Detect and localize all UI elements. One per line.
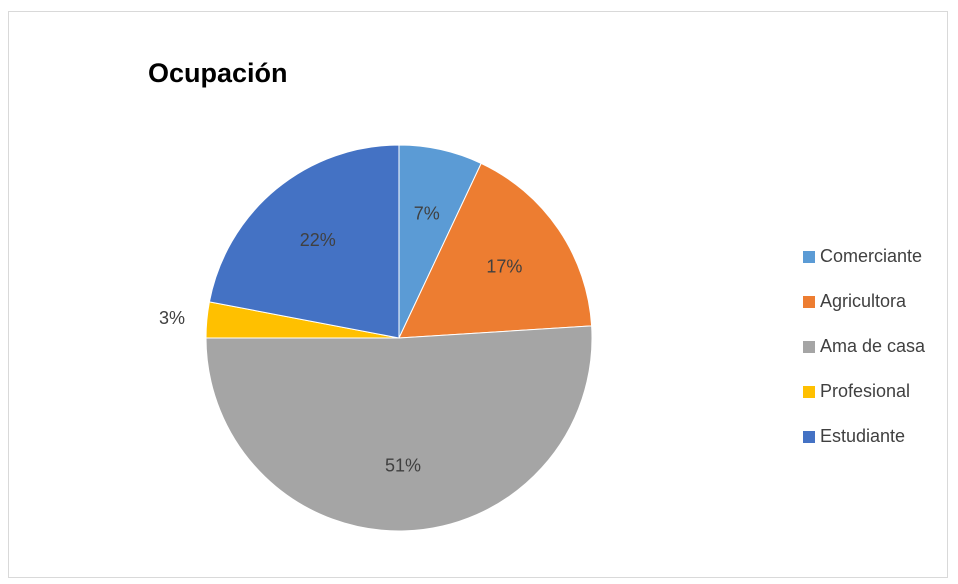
legend-label-comerciante: Comerciante <box>820 246 923 266</box>
pie-slice-estudiante <box>208 144 400 339</box>
legend-label-estudiante: Estudiante <box>820 426 906 446</box>
data-label-ama-de-casa: 51% <box>385 455 421 475</box>
legend-item-estudiante: Estudiante <box>803 414 953 459</box>
legend-swatch-comerciante <box>803 250 815 263</box>
legend: Comerciante Agricultora Ama de casa Prof… <box>803 234 953 459</box>
legend-item-profesional: Profesional <box>803 369 953 414</box>
legend-item-ama-de-casa: Ama de casa <box>803 324 953 369</box>
data-label-agricultora: 17% <box>486 256 522 276</box>
data-label-comerciante: 7% <box>414 204 440 224</box>
pie-slice-ama-de-casa <box>205 325 593 532</box>
legend-item-comerciante: Comerciante <box>803 234 953 279</box>
pie-slice-agricultora <box>398 162 593 339</box>
legend-label-ama-de-casa: Ama de casa <box>820 336 926 356</box>
data-label-profesional: 3% <box>159 308 185 328</box>
legend-item-agricultora: Agricultora <box>803 279 953 324</box>
legend-swatch-profesional <box>803 385 815 398</box>
chart-title: Ocupación <box>148 58 288 88</box>
data-label-estudiante: 22% <box>300 230 336 250</box>
legend-label-agricultora: Agricultora <box>820 291 907 311</box>
legend-swatch-ama-de-casa <box>803 340 815 353</box>
legend-swatch-estudiante <box>803 430 815 443</box>
legend-swatch-agricultora <box>803 295 815 308</box>
legend-label-profesional: Profesional <box>820 381 911 401</box>
